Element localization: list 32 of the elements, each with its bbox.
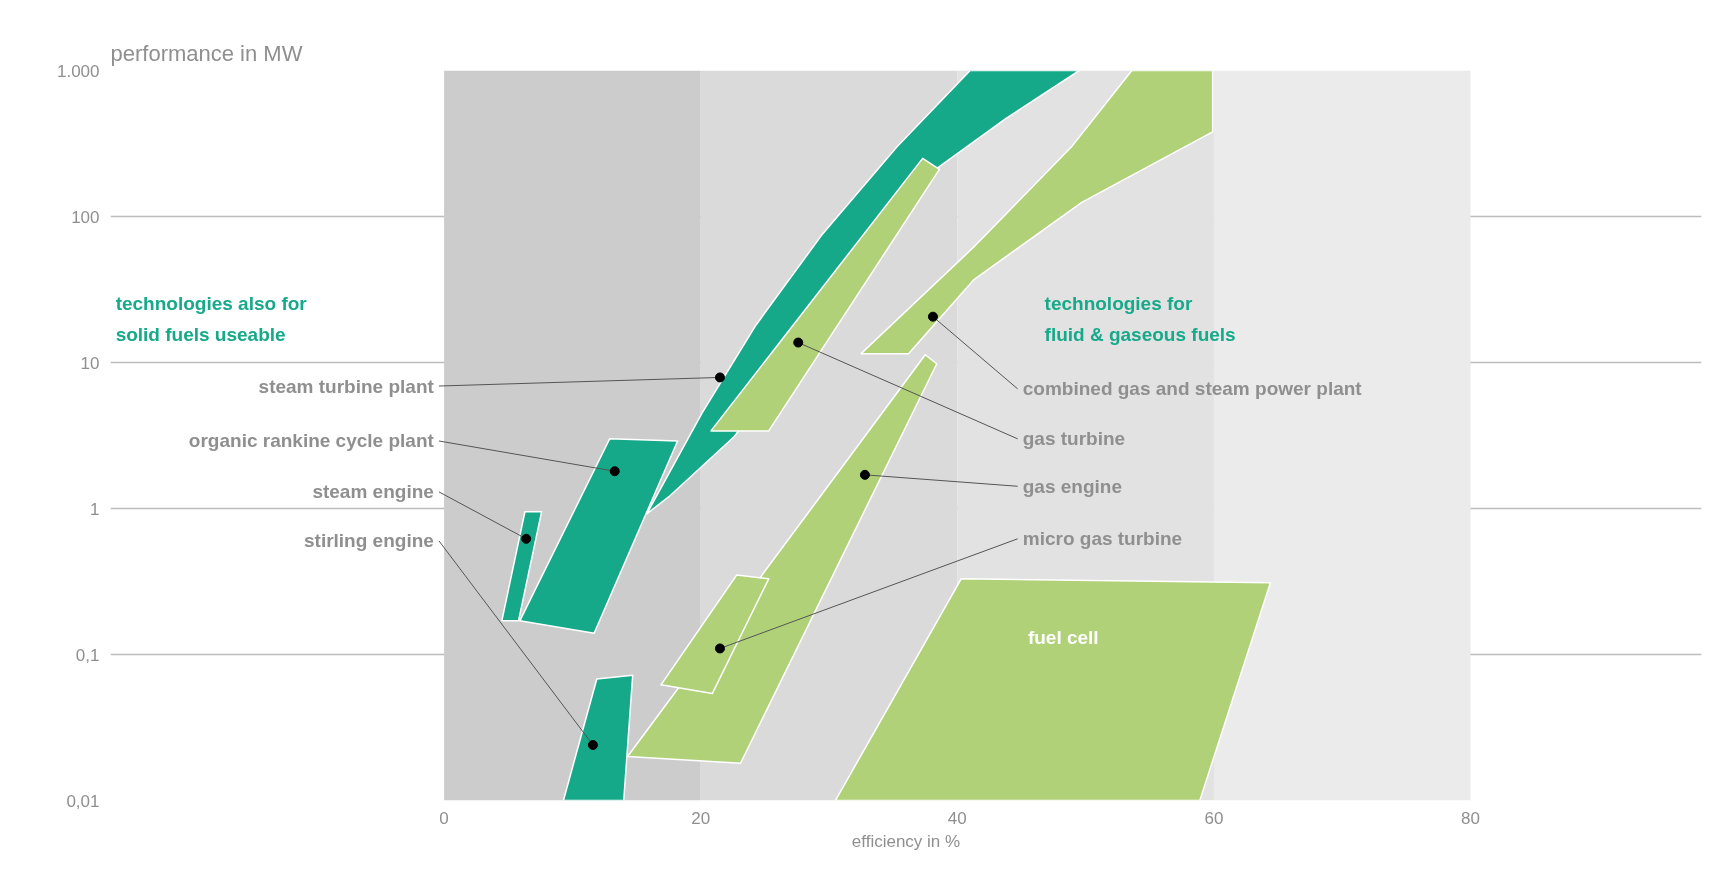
annotation: micro gas turbine xyxy=(1022,528,1183,550)
y-tick-label: 0,1 xyxy=(75,645,100,665)
point xyxy=(521,533,532,544)
point xyxy=(609,466,620,477)
y-axis-title: performance in MW xyxy=(110,40,303,66)
annotation: gas turbine xyxy=(1022,428,1126,450)
annotation: steam engine xyxy=(312,481,434,503)
x-tick-label: 0 xyxy=(439,808,449,828)
y-tick-label: 1.000 xyxy=(56,61,100,81)
point xyxy=(793,337,804,348)
annotation: stirling engine xyxy=(303,530,434,552)
y-tick-label: 0,01 xyxy=(66,791,100,811)
y-tick-label: 10 xyxy=(80,353,100,373)
annotation: combined gas and steam power plant xyxy=(1022,378,1363,400)
x-axis-title: efficiency in % xyxy=(851,831,961,851)
annotation: gas engine xyxy=(1022,475,1123,497)
point xyxy=(587,740,598,750)
x-tick-label: 80 xyxy=(1461,808,1481,828)
x-tick-label: 20 xyxy=(691,808,711,828)
point xyxy=(714,643,725,654)
x-tick-label: 40 xyxy=(947,808,967,828)
point xyxy=(714,372,725,383)
point xyxy=(927,311,938,322)
annotation: steam turbine plant xyxy=(258,375,435,397)
annotation: technologies for fluid & gaseous fuels xyxy=(1044,292,1236,346)
y-tick-label: 1 xyxy=(90,499,100,519)
x-tick-label: 60 xyxy=(1204,808,1224,828)
y-tick-label: 100 xyxy=(71,207,100,227)
annotation: technologies also for solid fuels useable xyxy=(115,292,308,346)
annotation: organic rankine cycle plant xyxy=(188,430,435,452)
point xyxy=(859,469,870,480)
annotation: fuel cell xyxy=(1027,627,1099,649)
